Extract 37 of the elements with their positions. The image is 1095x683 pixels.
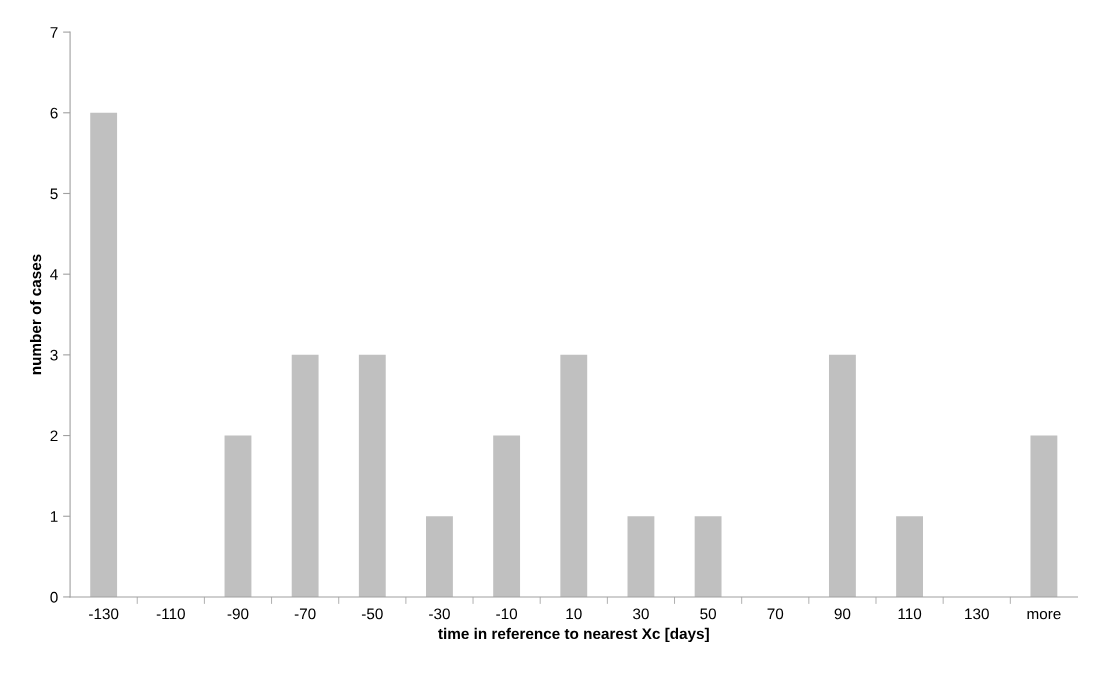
bar: [493, 435, 521, 597]
bar: [560, 354, 588, 597]
x-tick-label: -30: [429, 608, 450, 620]
x-tick-label: -50: [361, 608, 383, 620]
x-tick-label: more: [1027, 610, 1061, 620]
x-tick-label: -110: [156, 608, 185, 620]
y-tick-label: 0: [50, 591, 58, 603]
bar: [896, 516, 924, 597]
y-tick-label: 7: [50, 27, 58, 38]
x-tick-label: 130: [965, 608, 989, 620]
bar: [694, 516, 722, 597]
y-tick-label: 6: [50, 107, 58, 119]
x-tick-label: -90: [227, 608, 249, 620]
x-tick-label: 90: [834, 608, 851, 620]
x-axis-title: time in reference to nearest Xc [days]: [438, 627, 709, 643]
x-tick-label: -70: [294, 608, 316, 620]
y-tick-label: 2: [50, 430, 58, 442]
y-axis-title: number of cases: [29, 254, 42, 375]
x-tick-label: 10: [566, 608, 582, 620]
y-tick-label: 3: [50, 349, 58, 361]
y-tick-label: 5: [50, 188, 58, 200]
bar: [224, 435, 252, 597]
bar: [828, 354, 856, 597]
bar: [1030, 435, 1058, 597]
bar: [358, 354, 386, 597]
y-tick-label: 4: [50, 269, 58, 280]
x-tick-label: 110: [898, 608, 922, 620]
bar: [291, 354, 319, 597]
bar: [90, 112, 118, 597]
x-tick-label: 70: [767, 608, 784, 620]
x-tick-label: 50: [700, 608, 716, 620]
x-tick-label: -10: [496, 608, 518, 620]
bar: [426, 516, 453, 597]
x-tick-label: -130: [89, 608, 119, 620]
y-tick-label: 1: [50, 511, 58, 522]
bar: [627, 516, 655, 597]
x-tick-label: 30: [633, 608, 649, 620]
